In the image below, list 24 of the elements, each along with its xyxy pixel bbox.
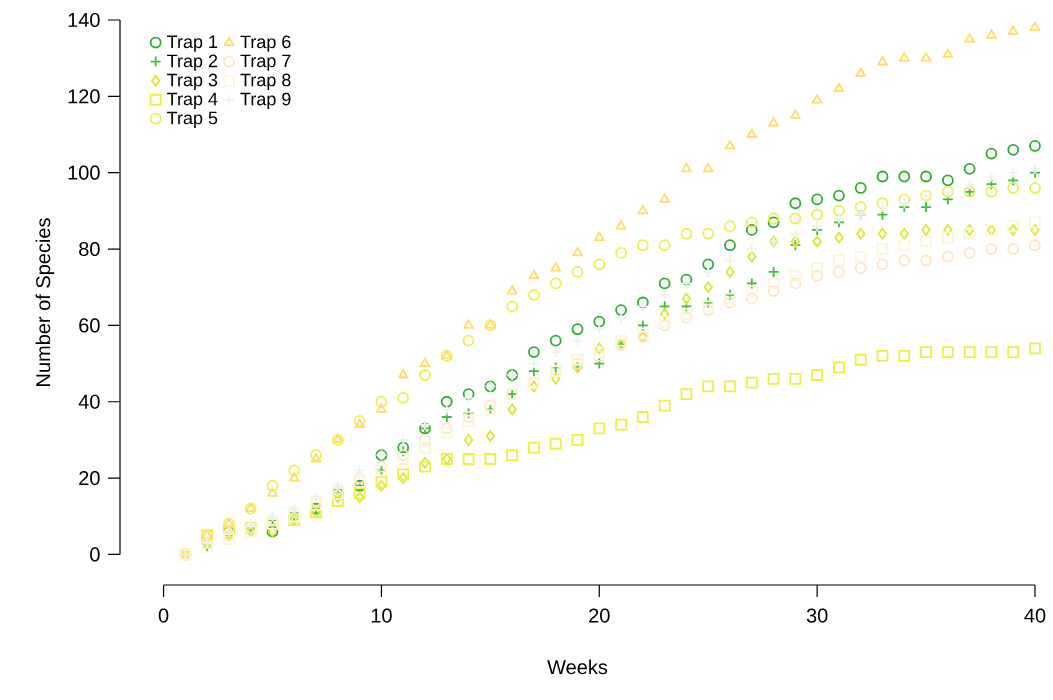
x-tick-label: 30 [806,608,828,623]
y-tick-label: 20 [79,471,100,486]
y-axis-title: Number of Species [35,218,55,386]
legend-label: Trap 1 [167,35,218,52]
y-tick-label: 60 [79,318,100,333]
y-tick-label: 0 [90,547,100,562]
x-axis-title: Weeks [547,659,608,675]
x-tick-label: 10 [371,608,392,623]
legend-label: Trap 2 [167,54,218,71]
legend-label: Trap 9 [240,92,291,109]
legend-label: Trap 8 [240,73,291,90]
legend-label: Trap 4 [167,92,218,109]
legend-label: Trap 7 [240,54,291,71]
y-tick-label: 120 [68,89,100,104]
y-tick-label: 40 [78,394,100,409]
x-tick-label: 20 [589,608,610,623]
legend-label: Trap 6 [240,35,291,52]
x-tick-label: 0 [158,608,169,623]
y-tick-label: 100 [68,165,100,180]
x-tick-label: 40 [1024,608,1046,623]
y-tick-label: 80 [79,241,100,257]
legend-label: Trap 5 [167,111,218,128]
legend-label: Trap 3 [167,73,218,90]
y-tick-label: 140 [68,12,100,28]
